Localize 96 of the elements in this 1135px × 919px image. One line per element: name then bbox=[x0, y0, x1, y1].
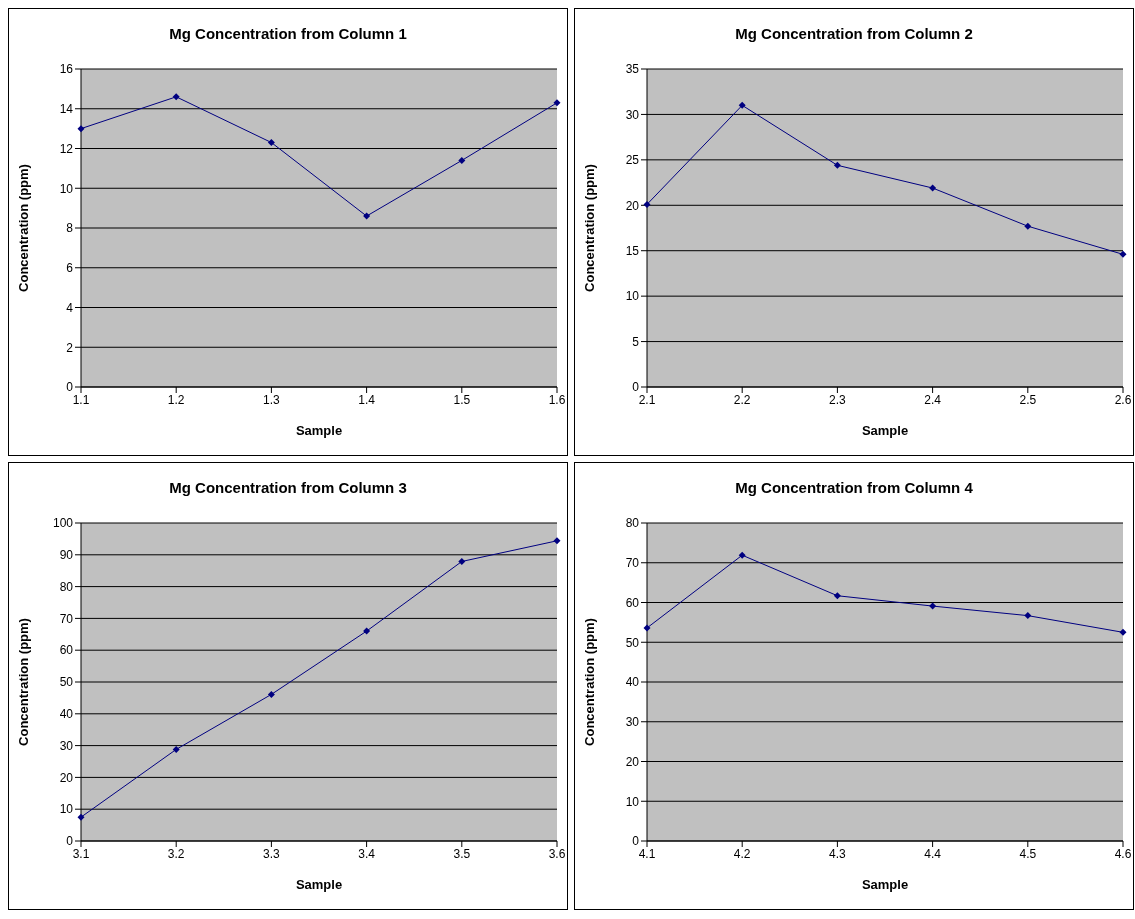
point bbox=[738, 101, 746, 109]
point bbox=[458, 557, 466, 565]
x-tick-label: 3.3 bbox=[263, 846, 281, 861]
y-tick-label: 10 bbox=[625, 794, 640, 809]
y-tick-label: 80 bbox=[625, 516, 640, 531]
chart-title: Mg Concentration from Column 2 bbox=[734, 25, 974, 44]
y-axis-title: Concentration (ppm) bbox=[581, 618, 597, 746]
point bbox=[833, 161, 841, 169]
y-tick-label: 2 bbox=[66, 340, 74, 355]
x-tick-label: 2.5 bbox=[1019, 392, 1037, 407]
x-tick-label: 2.3 bbox=[829, 392, 847, 407]
y-tick-label: 50 bbox=[59, 675, 74, 690]
point bbox=[1024, 612, 1032, 620]
x-tick-label: 2.4 bbox=[924, 392, 942, 407]
y-tick-label: 10 bbox=[625, 289, 640, 304]
y-tick-label: 10 bbox=[59, 802, 74, 817]
x-tick-label: 3.6 bbox=[548, 846, 566, 861]
y-tick-label: 60 bbox=[59, 643, 74, 658]
y-tick-label: 20 bbox=[59, 770, 74, 785]
y-axis-title: Concentration (ppm) bbox=[15, 618, 31, 746]
x-tick-label: 1.3 bbox=[263, 392, 281, 407]
point bbox=[267, 139, 275, 147]
point bbox=[77, 125, 85, 133]
y-tick-label: 0 bbox=[66, 834, 74, 849]
point bbox=[1119, 250, 1127, 258]
y-tick-label: 30 bbox=[59, 738, 74, 753]
point bbox=[833, 592, 841, 600]
point bbox=[643, 624, 651, 632]
point bbox=[267, 690, 275, 698]
y-tick-label: 80 bbox=[59, 579, 74, 594]
x-tick-label: 4.4 bbox=[924, 846, 942, 861]
x-tick-label: 1.1 bbox=[72, 392, 90, 407]
x-tick-label: 1.2 bbox=[167, 392, 185, 407]
y-tick-label: 60 bbox=[625, 595, 640, 610]
y-tick-label: 20 bbox=[625, 198, 640, 213]
x-tick-label: 4.2 bbox=[733, 846, 751, 861]
y-tick-label: 0 bbox=[632, 834, 640, 849]
y-tick-label: 14 bbox=[59, 102, 74, 117]
x-tick-label: 2.2 bbox=[733, 392, 751, 407]
point bbox=[1024, 222, 1032, 230]
y-tick-label: 40 bbox=[59, 707, 74, 722]
point bbox=[458, 156, 466, 164]
y-tick-label: 25 bbox=[625, 153, 640, 168]
chart-title: Mg Concentration from Column 1 bbox=[168, 25, 408, 44]
point bbox=[738, 551, 746, 559]
y-tick-label: 8 bbox=[66, 221, 74, 236]
point bbox=[77, 813, 85, 821]
point bbox=[172, 93, 180, 101]
y-tick-label: 70 bbox=[625, 556, 640, 571]
point bbox=[1119, 628, 1127, 636]
x-axis-title: Sample bbox=[295, 423, 343, 438]
point bbox=[363, 627, 371, 635]
x-axis-title: Sample bbox=[861, 877, 909, 892]
y-tick-label: 40 bbox=[625, 675, 640, 690]
y-tick-label: 50 bbox=[625, 635, 640, 650]
y-tick-label: 12 bbox=[59, 141, 74, 156]
y-tick-label: 100 bbox=[52, 516, 74, 531]
y-axis-title: Concentration (ppm) bbox=[581, 164, 597, 292]
x-tick-label: 4.5 bbox=[1019, 846, 1037, 861]
x-tick-label: 4.3 bbox=[829, 846, 847, 861]
x-tick-label: 1.5 bbox=[453, 392, 471, 407]
x-tick-label: 2.6 bbox=[1114, 392, 1132, 407]
point bbox=[363, 212, 371, 220]
y-tick-label: 5 bbox=[632, 334, 640, 349]
x-tick-label: 1.6 bbox=[548, 392, 566, 407]
x-tick-label: 3.5 bbox=[453, 846, 471, 861]
y-tick-label: 90 bbox=[59, 548, 74, 563]
x-tick-label: 3.1 bbox=[72, 846, 90, 861]
y-tick-label: 20 bbox=[625, 754, 640, 769]
point bbox=[553, 537, 561, 545]
point bbox=[929, 184, 937, 192]
x-tick-label: 4.1 bbox=[638, 846, 656, 861]
point bbox=[172, 745, 180, 753]
y-tick-label: 35 bbox=[625, 62, 640, 77]
y-tick-label: 16 bbox=[59, 62, 74, 77]
x-tick-label: 3.4 bbox=[358, 846, 376, 861]
y-tick-label: 6 bbox=[66, 261, 74, 276]
y-axis-title: Concentration (ppm) bbox=[15, 164, 31, 292]
point bbox=[929, 602, 937, 610]
y-tick-label: 70 bbox=[59, 611, 74, 626]
x-axis-title: Sample bbox=[861, 423, 909, 438]
point bbox=[553, 99, 561, 107]
y-tick-label: 4 bbox=[66, 300, 74, 315]
x-axis-title: Sample bbox=[295, 877, 343, 892]
y-tick-label: 0 bbox=[632, 380, 640, 395]
chart-title: Mg Concentration from Column 3 bbox=[168, 479, 408, 498]
x-tick-label: 4.6 bbox=[1114, 846, 1132, 861]
x-tick-label: 2.1 bbox=[638, 392, 656, 407]
y-tick-label: 10 bbox=[59, 181, 74, 196]
y-tick-label: 0 bbox=[66, 380, 74, 395]
chart-title: Mg Concentration from Column 4 bbox=[734, 479, 974, 498]
x-tick-label: 1.4 bbox=[358, 392, 376, 407]
x-tick-label: 3.2 bbox=[167, 846, 185, 861]
y-tick-label: 30 bbox=[625, 107, 640, 122]
y-tick-label: 30 bbox=[625, 715, 640, 730]
y-tick-label: 15 bbox=[625, 243, 640, 258]
